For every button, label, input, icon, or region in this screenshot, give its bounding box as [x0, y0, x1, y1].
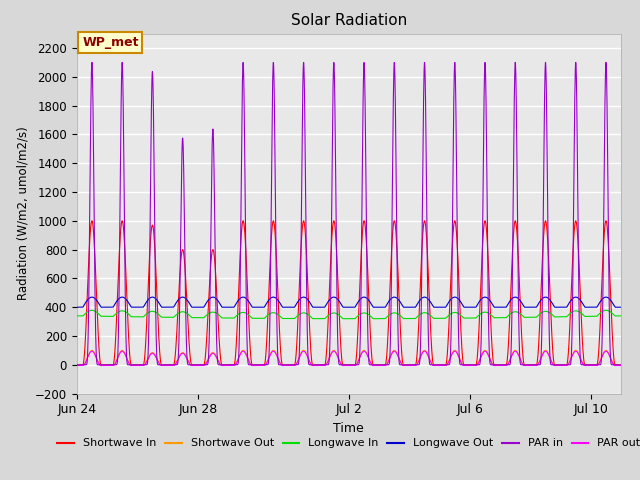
Y-axis label: Radiation (W/m2, umol/m2/s): Radiation (W/m2, umol/m2/s): [17, 127, 29, 300]
Legend: Shortwave In, Shortwave Out, Longwave In, Longwave Out, PAR in, PAR out: Shortwave In, Shortwave Out, Longwave In…: [52, 434, 640, 453]
Text: WP_met: WP_met: [82, 36, 139, 49]
X-axis label: Time: Time: [333, 422, 364, 435]
Title: Solar Radiation: Solar Radiation: [291, 13, 407, 28]
